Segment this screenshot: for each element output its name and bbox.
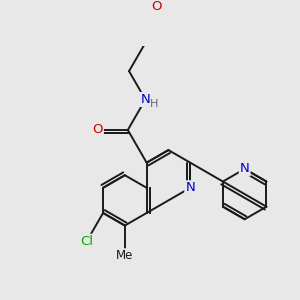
Text: O: O: [92, 124, 103, 136]
Text: N: N: [240, 162, 250, 176]
Text: O: O: [152, 0, 162, 13]
Text: Cl: Cl: [80, 235, 93, 248]
Text: N: N: [140, 93, 150, 106]
Text: H: H: [150, 99, 158, 109]
Text: N: N: [185, 181, 195, 194]
Text: Me: Me: [116, 249, 134, 262]
